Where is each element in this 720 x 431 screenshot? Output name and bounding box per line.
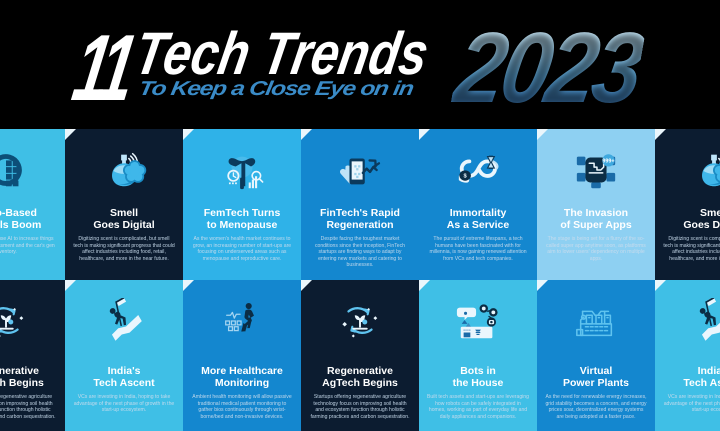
svg-text:999+: 999+ xyxy=(602,159,614,165)
